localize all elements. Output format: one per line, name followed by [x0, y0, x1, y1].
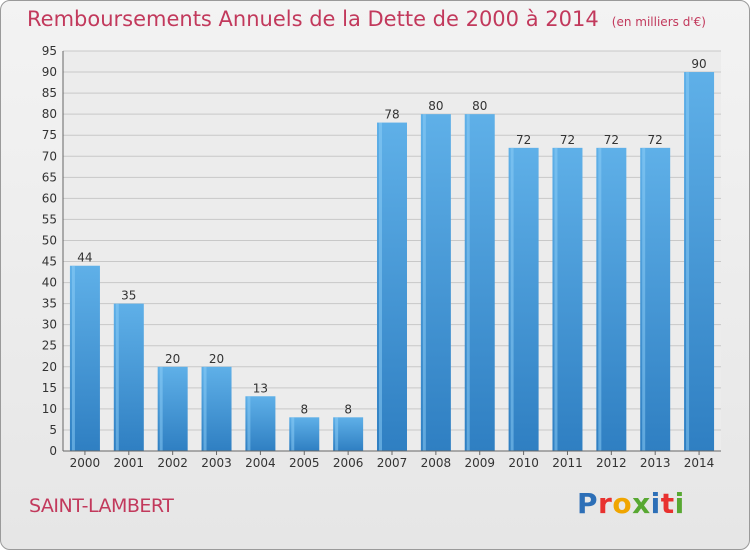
- logo-letter: i: [650, 487, 661, 520]
- value-label-2001: 35: [121, 289, 136, 303]
- value-label-2007: 78: [384, 108, 399, 122]
- bar-highlight: [686, 72, 690, 451]
- x-tick-label-2012: 2012: [596, 456, 627, 470]
- y-tick-label: 75: [42, 128, 57, 142]
- commune-name: SAINT-LAMBERT: [29, 495, 174, 517]
- bar-highlight: [642, 147, 646, 451]
- value-label-2002: 20: [165, 352, 180, 366]
- x-tick-label-2011: 2011: [552, 456, 583, 470]
- y-tick-label: 85: [42, 86, 57, 100]
- x-tick-label-2004: 2004: [245, 456, 276, 470]
- bar-highlight: [203, 366, 207, 451]
- value-label-2006: 8: [344, 402, 352, 416]
- x-tick-label-2001: 2001: [114, 456, 145, 470]
- y-tick-label: 25: [42, 339, 57, 353]
- value-label-2010: 72: [516, 133, 531, 147]
- x-tick-label-2008: 2008: [421, 456, 452, 470]
- bar-highlight: [598, 147, 602, 451]
- bar-highlight: [71, 265, 75, 451]
- logo-letter: o: [612, 487, 633, 520]
- logo-letter: P: [577, 487, 599, 520]
- bar-highlight: [291, 417, 295, 451]
- value-label-2012: 72: [604, 133, 619, 147]
- value-label-2004: 13: [253, 381, 268, 395]
- y-tick-label: 95: [42, 44, 57, 58]
- y-tick-label: 65: [42, 170, 57, 184]
- value-label-2008: 80: [428, 99, 443, 113]
- logo-letter: x: [632, 487, 651, 520]
- y-tick-label: 5: [49, 423, 57, 437]
- value-label-2009: 80: [472, 99, 487, 113]
- value-label-2013: 72: [648, 133, 663, 147]
- value-label-2000: 44: [77, 251, 92, 265]
- x-tick-label-2007: 2007: [377, 456, 408, 470]
- bar-highlight: [422, 114, 426, 451]
- y-tick-label: 0: [49, 444, 57, 458]
- y-tick-label: 50: [42, 233, 57, 247]
- x-tick-label-2003: 2003: [201, 456, 232, 470]
- value-label-2011: 72: [560, 133, 575, 147]
- y-tick-label: 40: [42, 276, 57, 290]
- y-tick-label: 90: [42, 65, 57, 79]
- bar-highlight: [466, 114, 470, 451]
- bar-highlight: [247, 396, 251, 451]
- x-tick-label-2005: 2005: [289, 456, 320, 470]
- x-tick-label-2006: 2006: [333, 456, 364, 470]
- y-tick-label: 60: [42, 191, 57, 205]
- y-tick-label: 10: [42, 402, 57, 416]
- logo-letter: i: [674, 487, 685, 520]
- value-label-2005: 8: [300, 402, 308, 416]
- title-main: Remboursements Annuels de la Dette de 20…: [27, 7, 599, 31]
- logo-letter: r: [598, 487, 613, 520]
- bar-highlight: [115, 303, 119, 451]
- bar-highlight: [510, 147, 514, 451]
- bar-highlight: [159, 366, 163, 451]
- x-tick-label-2014: 2014: [684, 456, 715, 470]
- x-tick-label-2009: 2009: [464, 456, 495, 470]
- y-tick-label: 20: [42, 360, 57, 374]
- x-tick-label-2000: 2000: [70, 456, 101, 470]
- proxiti-logo[interactable]: Proxiti: [577, 487, 685, 520]
- logo-letter: t: [660, 487, 675, 520]
- value-label-2003: 20: [209, 352, 224, 366]
- bar-highlight: [379, 122, 382, 451]
- x-tick-label-2013: 2013: [640, 456, 671, 470]
- chart-title: Remboursements Annuels de la Dette de 20…: [27, 7, 706, 31]
- bar-highlight: [554, 147, 558, 451]
- title-unit: (en milliers d'€): [611, 15, 706, 29]
- x-tick-label-2010: 2010: [508, 456, 539, 470]
- value-label-2014: 90: [691, 57, 706, 71]
- y-tick-label: 45: [42, 255, 57, 269]
- y-tick-label: 30: [42, 318, 57, 332]
- y-tick-label: 35: [42, 297, 57, 311]
- y-tick-label: 15: [42, 381, 57, 395]
- bar-highlight: [335, 417, 339, 451]
- x-tick-label-2002: 2002: [157, 456, 188, 470]
- y-tick-label: 55: [42, 212, 57, 226]
- y-tick-label: 80: [42, 107, 57, 121]
- y-tick-label: 70: [42, 149, 57, 163]
